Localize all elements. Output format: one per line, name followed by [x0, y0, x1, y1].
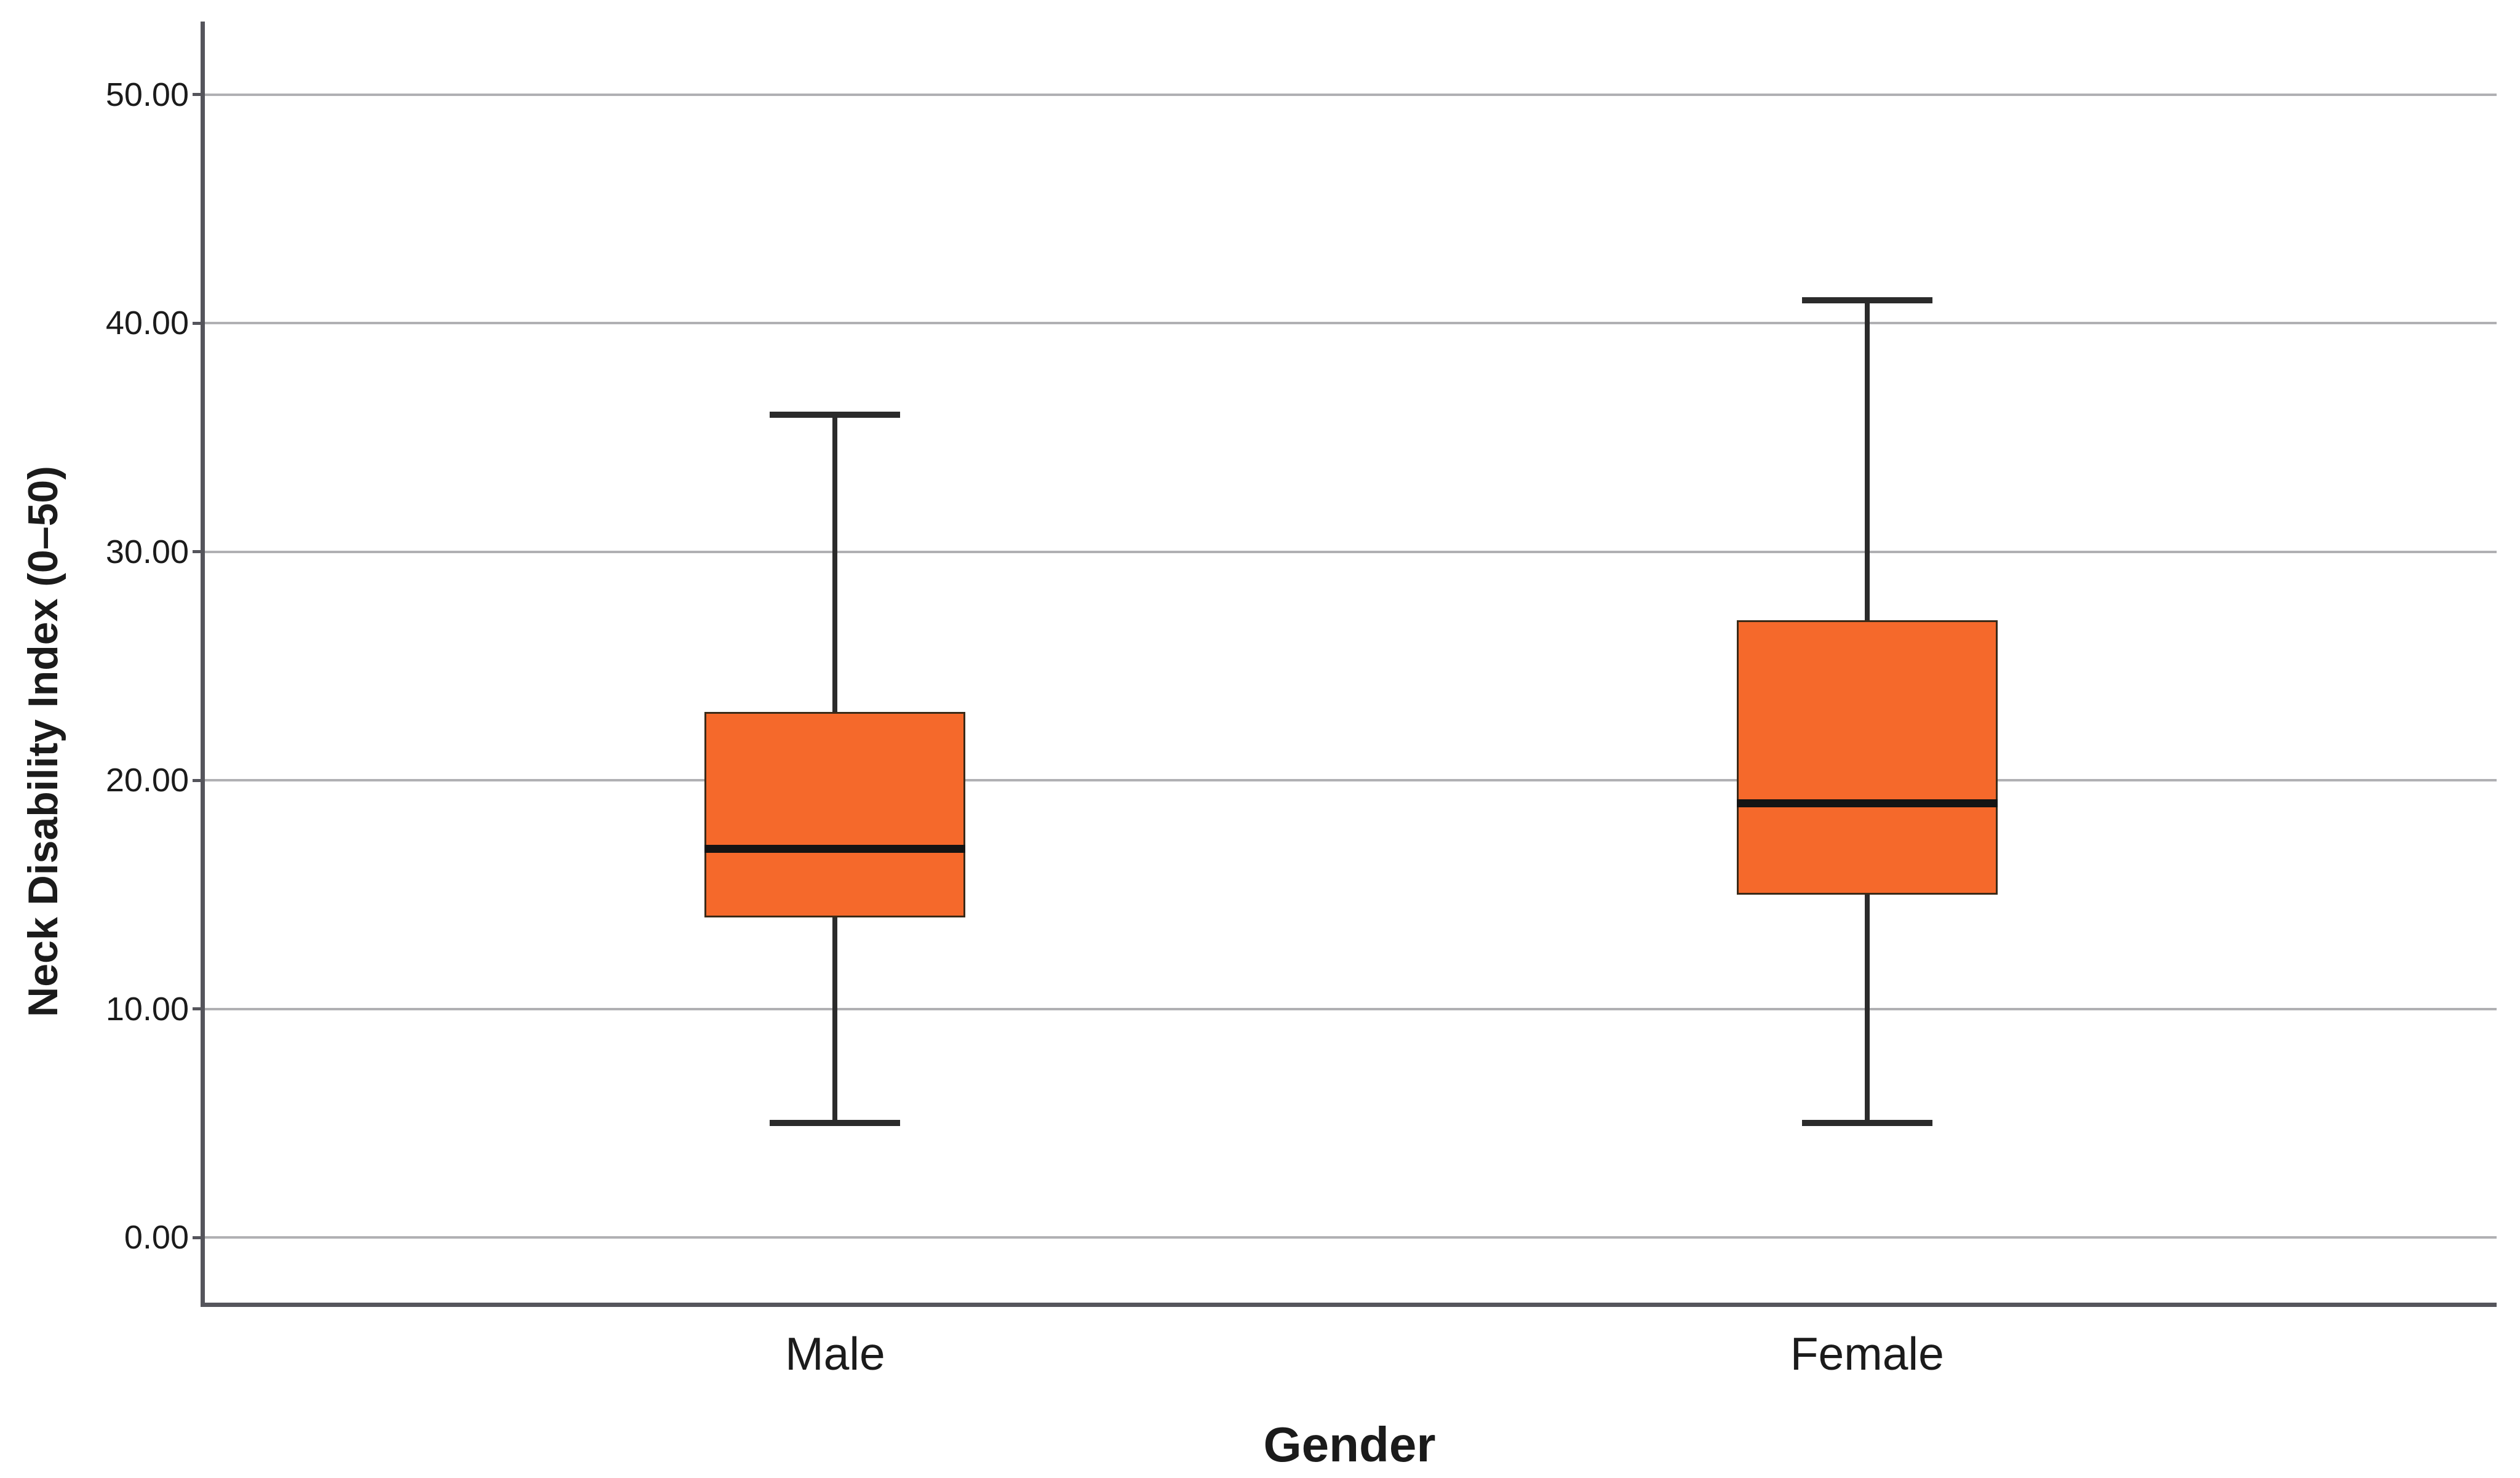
y-tick-mark [193, 1007, 202, 1011]
whisker-lower-stem [1864, 894, 1870, 1124]
y-tick-label: 50.00 [105, 76, 189, 113]
y-tick-mark [193, 1236, 202, 1239]
y-tick-mark [193, 321, 202, 325]
whisker-upper-stem [1864, 300, 1870, 621]
gridline [202, 1236, 2497, 1239]
whisker-lower-cap [1801, 1120, 1932, 1127]
whisker-upper-stem [832, 414, 838, 712]
whisker-lower-stem [832, 917, 838, 1124]
y-tick-mark [193, 778, 202, 782]
category-label: Female [1790, 1328, 1944, 1380]
y-tick-label: 10.00 [105, 990, 189, 1028]
gridline [202, 1007, 2497, 1010]
iqr-box [704, 711, 966, 918]
category-label: Male [785, 1328, 885, 1380]
median-line [704, 845, 966, 853]
x-axis-line [201, 1303, 2497, 1307]
x-axis-title: Gender [1263, 1417, 1436, 1472]
gridline [202, 779, 2497, 782]
y-tick-label: 40.00 [105, 305, 189, 342]
y-tick-mark [193, 550, 202, 554]
y-tick-label: 0.00 [124, 1219, 189, 1256]
y-tick-label: 30.00 [105, 533, 189, 570]
median-line [1736, 799, 1998, 807]
y-axis-line [201, 22, 205, 1307]
whisker-upper-cap [1801, 297, 1932, 304]
gridline [202, 322, 2497, 325]
iqr-box [1736, 620, 1998, 895]
whisker-lower-cap [770, 1120, 901, 1127]
gridline [202, 93, 2497, 96]
y-tick-label: 20.00 [105, 762, 189, 799]
gridline [202, 550, 2497, 553]
y-tick-mark [193, 93, 202, 97]
whisker-upper-cap [770, 411, 901, 418]
